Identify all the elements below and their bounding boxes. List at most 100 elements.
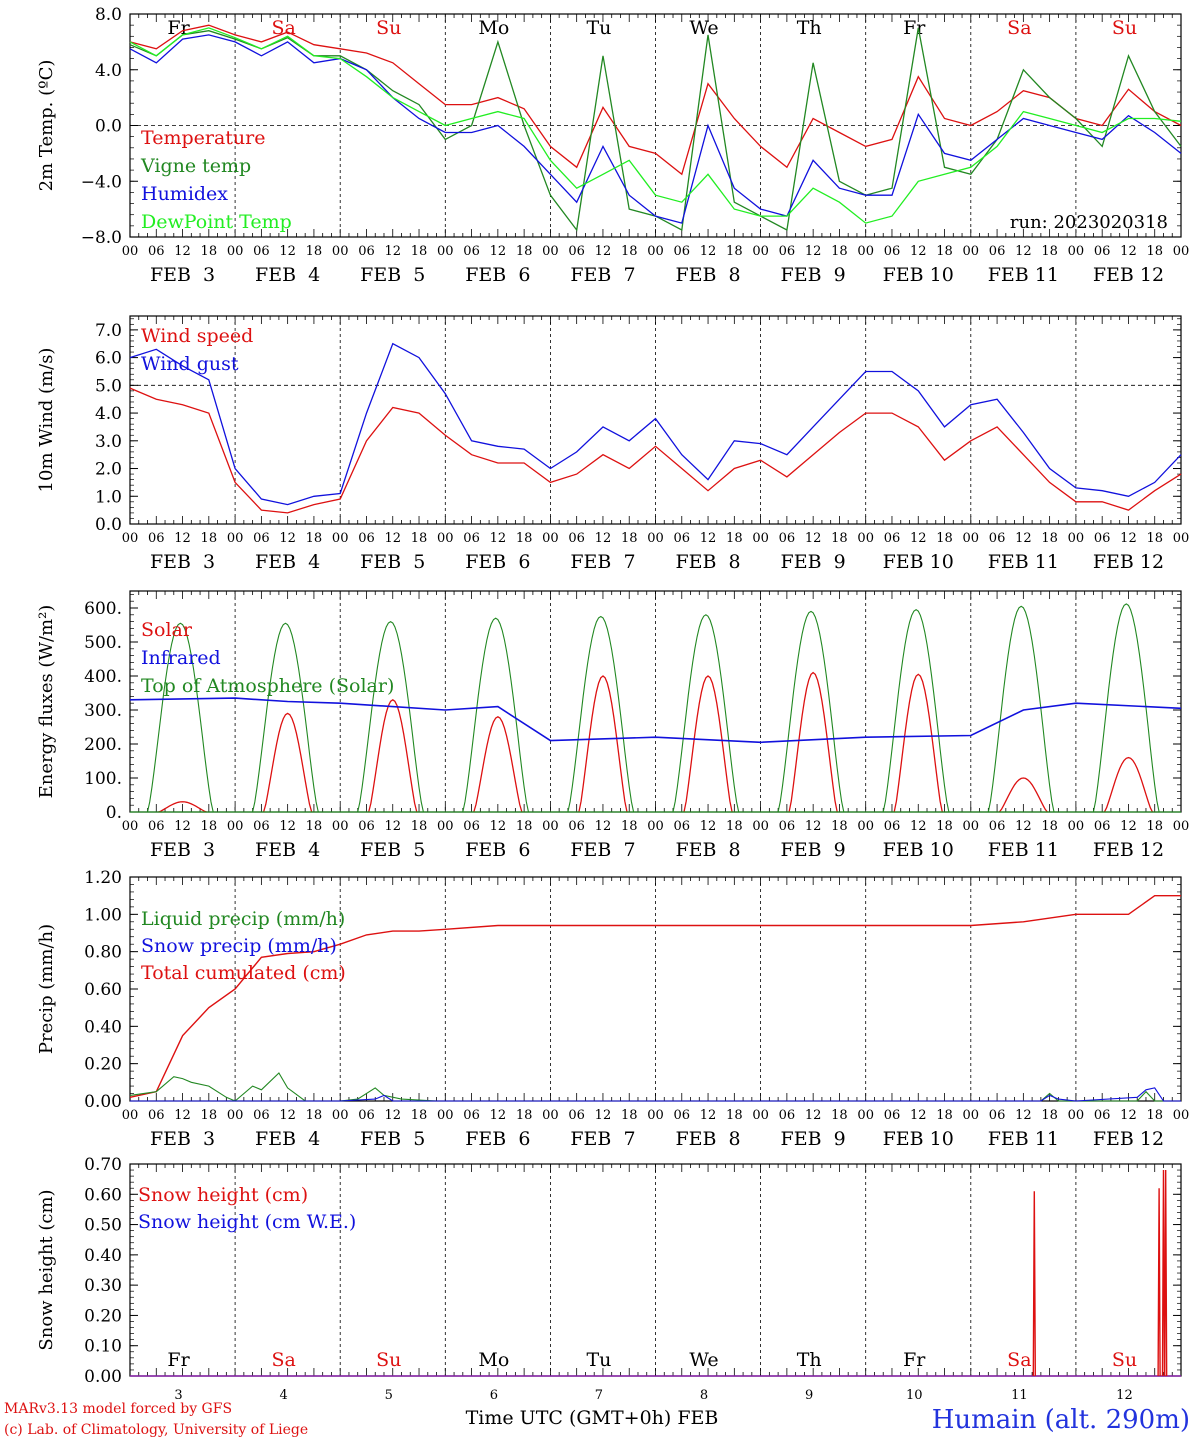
hour-label: 00 (227, 244, 244, 259)
date-label: FEB 12 (1093, 839, 1164, 861)
y-tick-label: 4.0 (95, 404, 122, 424)
y-tick-label: 2.0 (95, 460, 122, 480)
y-axis-label: Snow height (cm) (36, 1189, 57, 1350)
hour-label: 18 (306, 531, 323, 546)
date-label: FEB 3 (150, 264, 215, 286)
y-tick-label: 400. (84, 667, 122, 687)
legend-entry: Humidex (141, 183, 228, 205)
hour-label: 00 (332, 819, 349, 834)
toa-solar-curve (567, 615, 635, 813)
hour-label: 12 (805, 1108, 822, 1123)
date-label: FEB 4 (255, 839, 320, 861)
day-of-week-label: We (689, 1349, 718, 1371)
hour-label: 12 (279, 819, 296, 834)
hour-label: 00 (752, 531, 769, 546)
hour-label: 12 (384, 244, 401, 259)
hour-label: 12 (910, 244, 927, 259)
day-of-week-label: Th (797, 17, 822, 39)
hour-label: 00 (963, 244, 980, 259)
day-number-label: 8 (700, 1388, 708, 1403)
credit-line-2: (c) Lab. of Climatology, University of L… (4, 1422, 308, 1438)
hour-label: 06 (358, 1108, 375, 1123)
legend-entry: Top of Atmosphere (Solar) (141, 675, 394, 697)
snow-precip-line (130, 1087, 1181, 1102)
hour-label: 18 (516, 531, 533, 546)
date-label: FEB 5 (360, 839, 425, 861)
date-label: FEB 3 (150, 839, 215, 861)
hour-label: 00 (332, 244, 349, 259)
y-tick-label: 0. (106, 803, 122, 823)
panel-2: 7.0 6.0 5.0 4.0 3.0 2.0 1.0 0.0 10m Wind (m/s) 00… (36, 315, 1189, 573)
hour-label: 00 (1173, 1108, 1190, 1123)
hour-label: 18 (1041, 531, 1058, 546)
solar-curve (683, 675, 733, 813)
solar-curve (788, 671, 838, 813)
hour-label: 18 (831, 244, 848, 259)
hour-label: 06 (674, 531, 691, 546)
day-of-week-label: Mo (478, 17, 509, 39)
hour-label: 18 (306, 819, 323, 834)
infrared-line (129, 697, 1182, 744)
date-label: FEB 11 (988, 1128, 1059, 1150)
hour-label: 00 (1068, 531, 1085, 546)
hour-label: 18 (306, 244, 323, 259)
y-tick-label: 0.70 (84, 1155, 122, 1175)
hour-label: 18 (516, 1108, 533, 1123)
hour-label: 00 (647, 531, 664, 546)
hour-label: 00 (542, 819, 559, 834)
date-label: FEB 8 (675, 551, 740, 573)
hour-label: 06 (358, 819, 375, 834)
hour-label: 06 (253, 244, 270, 259)
solar-curve (368, 699, 418, 813)
day-of-week-label: Sa (1007, 17, 1031, 39)
hour-label: 18 (1146, 531, 1163, 546)
day-of-week-label: Fr (167, 1349, 190, 1371)
date-label: FEB 10 (883, 551, 954, 573)
y-tick-label: −4.0 (81, 172, 122, 192)
hour-label: 18 (621, 819, 638, 834)
snow-height-spike (1032, 1191, 1036, 1377)
hour-label: 00 (437, 244, 454, 259)
hour-label: 00 (437, 819, 454, 834)
y-tick-label: −8.0 (81, 228, 122, 248)
hour-label: 12 (910, 531, 927, 546)
solar-curve (578, 675, 628, 813)
day-of-week-label: Sa (1007, 1349, 1031, 1371)
hour-label: 06 (779, 1108, 796, 1123)
legend-entry: Snow precip (mm/h) (141, 935, 337, 957)
date-label: FEB 7 (570, 839, 635, 861)
date-label: FEB 12 (1093, 264, 1164, 286)
hour-label: 18 (1041, 1108, 1058, 1123)
hour-label: 18 (936, 1108, 953, 1123)
y-tick-label: 0.10 (84, 1337, 122, 1357)
date-label: FEB 10 (883, 264, 954, 286)
hour-label: 06 (989, 819, 1006, 834)
date-label: FEB 5 (360, 1128, 425, 1150)
day-number-label: 6 (490, 1388, 498, 1403)
hour-label: 18 (411, 819, 428, 834)
date-label: FEB 10 (883, 839, 954, 861)
toa-solar-curve (777, 610, 845, 813)
hour-label: 12 (700, 819, 717, 834)
hour-label: 18 (516, 819, 533, 834)
hour-label: 00 (1173, 819, 1190, 834)
y-tick-label: 0.00 (84, 1367, 122, 1387)
hour-label: 00 (647, 819, 664, 834)
hour-label: 06 (779, 819, 796, 834)
series-line-temperature (129, 24, 1182, 176)
y-tick-label: 600. (84, 599, 122, 619)
y-tick-label: 0.40 (84, 1246, 122, 1266)
hour-label: 00 (332, 531, 349, 546)
y-tick-label: 0.0 (95, 117, 122, 137)
hour-label: 06 (989, 1108, 1006, 1123)
date-label: FEB 4 (255, 551, 320, 573)
date-label: FEB 9 (781, 551, 846, 573)
hour-label: 18 (306, 1108, 323, 1123)
y-tick-label: 0.00 (84, 1092, 122, 1112)
hour-label: 12 (805, 819, 822, 834)
hour-label: 00 (647, 244, 664, 259)
hour-label: 06 (989, 531, 1006, 546)
location-label: Humain (alt. 290m) (932, 1405, 1190, 1435)
hour-label: 12 (490, 244, 507, 259)
date-label: FEB 11 (988, 839, 1059, 861)
